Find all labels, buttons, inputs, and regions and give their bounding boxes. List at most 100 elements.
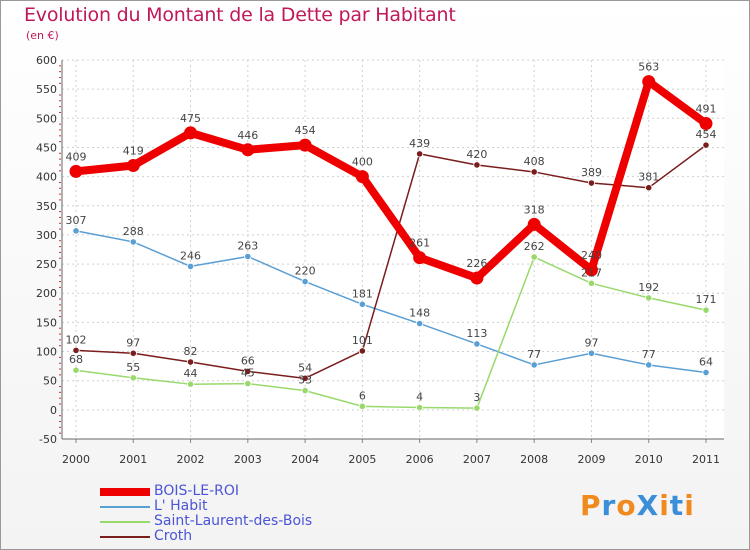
- data-label-l-habit: 148: [409, 307, 430, 320]
- data-point-saint-laurent-des-bois: [301, 387, 309, 395]
- logo-letter: o: [616, 489, 637, 522]
- data-label-bois-le-roi: 409: [66, 150, 87, 163]
- data-label-bois-le-roi: 318: [524, 203, 545, 216]
- data-label-bois-le-roi: 563: [638, 61, 659, 74]
- data-point-croth: [530, 168, 538, 176]
- data-label-saint-laurent-des-bois: 3: [473, 391, 480, 404]
- logo-letter: r: [601, 489, 617, 522]
- data-point-l-habit: [702, 368, 710, 377]
- x-tick-label: 2009: [577, 453, 605, 466]
- legend-swatch: [100, 536, 150, 538]
- data-label-croth: 439: [409, 137, 430, 150]
- data-label-l-habit: 307: [66, 214, 87, 227]
- y-tick-label: 550: [36, 83, 57, 96]
- data-label-croth: 381: [638, 171, 659, 184]
- data-label-croth: 389: [581, 166, 602, 179]
- data-point-croth: [129, 349, 137, 357]
- logo-letter: X: [636, 489, 660, 522]
- data-point-saint-laurent-des-bois: [530, 253, 538, 261]
- data-point-bois-le-roi: [355, 170, 369, 184]
- data-label-l-habit: 263: [237, 239, 258, 252]
- series-line-bois-le-roi: [72, 77, 710, 283]
- data-label-saint-laurent-des-bois: 6: [359, 389, 366, 402]
- x-tick-label: 2011: [692, 453, 720, 466]
- data-point-saint-laurent-des-bois: [129, 374, 137, 382]
- y-tick-label: 450: [36, 141, 57, 154]
- x-tick-label: 2008: [520, 453, 548, 466]
- data-point-saint-laurent-des-bois: [244, 380, 252, 388]
- data-point-saint-laurent-des-bois: [702, 306, 710, 314]
- data-point-l-habit: [129, 238, 137, 246]
- data-point-saint-laurent-des-bois: [416, 403, 424, 412]
- y-tick-label: 250: [36, 258, 57, 271]
- x-tick-label: 2004: [291, 453, 319, 466]
- data-label-saint-laurent-des-bois: 192: [638, 281, 659, 294]
- data-point-croth: [186, 358, 195, 366]
- data-label-l-habit: 246: [180, 249, 201, 262]
- data-point-l-habit: [186, 262, 195, 271]
- data-point-bois-le-roi: [642, 75, 656, 89]
- x-tick-label: 2002: [177, 453, 205, 466]
- logo-letter: P: [580, 489, 602, 522]
- legend-label: L' Habit: [154, 498, 208, 514]
- data-label-bois-le-roi: 226: [466, 257, 487, 270]
- y-tick-label: 600: [36, 54, 57, 67]
- unit-label: (en €): [26, 29, 59, 42]
- data-point-bois-le-roi: [69, 164, 83, 178]
- data-label-croth: 420: [466, 148, 487, 161]
- data-label-l-habit: 77: [642, 348, 656, 361]
- data-point-croth: [587, 179, 596, 187]
- data-point-l-habit: [587, 349, 596, 357]
- data-point-bois-le-roi: [584, 263, 598, 277]
- plot-area: [62, 60, 724, 439]
- series-line-croth: [75, 144, 707, 380]
- data-point-l-habit: [645, 361, 653, 369]
- data-point-saint-laurent-des-bois: [645, 294, 653, 302]
- data-point-bois-le-roi: [241, 143, 255, 157]
- data-label-bois-le-roi: 261: [409, 237, 430, 250]
- data-label-saint-laurent-des-bois: 217: [581, 266, 602, 279]
- data-label-saint-laurent-des-bois: 33: [298, 374, 312, 387]
- data-point-l-habit: [473, 340, 481, 348]
- data-label-saint-laurent-des-bois: 55: [126, 361, 140, 374]
- data-point-saint-laurent-des-bois: [587, 279, 596, 287]
- legend-swatch: [100, 521, 150, 523]
- data-label-croth: 102: [66, 333, 87, 346]
- data-point-l-habit: [72, 227, 80, 235]
- data-label-croth: 101: [352, 334, 373, 347]
- data-point-l-habit: [358, 300, 366, 308]
- y-tick-label: 200: [36, 287, 57, 300]
- x-tick-label: 2005: [348, 453, 376, 466]
- data-point-l-habit: [301, 277, 309, 286]
- data-label-l-habit: 113: [466, 327, 487, 340]
- series-line-l-habit: [75, 230, 707, 374]
- data-label-bois-le-roi: 446: [237, 129, 258, 142]
- data-point-saint-laurent-des-bois: [72, 366, 80, 374]
- data-label-saint-laurent-des-bois: 262: [524, 240, 545, 253]
- data-point-croth: [301, 374, 309, 382]
- data-point-croth: [72, 346, 80, 354]
- data-label-bois-le-roi: 240: [581, 249, 602, 262]
- data-point-saint-laurent-des-bois: [473, 404, 481, 412]
- data-point-croth: [416, 150, 424, 158]
- data-point-croth: [702, 141, 710, 149]
- data-point-l-habit: [416, 319, 424, 328]
- legend-label: BOIS-LE-ROI: [154, 483, 240, 499]
- data-point-bois-le-roi: [699, 117, 713, 131]
- data-label-croth: 97: [126, 336, 140, 349]
- data-label-saint-laurent-des-bois: 171: [696, 293, 717, 306]
- data-point-bois-le-roi: [184, 126, 198, 140]
- data-point-bois-le-roi: [413, 251, 427, 265]
- data-point-croth: [244, 367, 252, 375]
- data-label-saint-laurent-des-bois: 68: [69, 353, 83, 366]
- data-point-saint-laurent-des-bois: [186, 380, 195, 388]
- data-label-saint-laurent-des-bois: 45: [241, 367, 255, 380]
- legend-label: Saint-Laurent-des-Bois: [154, 513, 313, 529]
- data-point-bois-le-roi: [527, 217, 541, 231]
- legend-swatch: [100, 506, 150, 508]
- x-tick-label: 2000: [62, 453, 90, 466]
- data-point-bois-le-roi: [298, 138, 312, 152]
- data-point-bois-le-roi: [470, 271, 484, 285]
- data-point-bois-le-roi: [126, 159, 140, 173]
